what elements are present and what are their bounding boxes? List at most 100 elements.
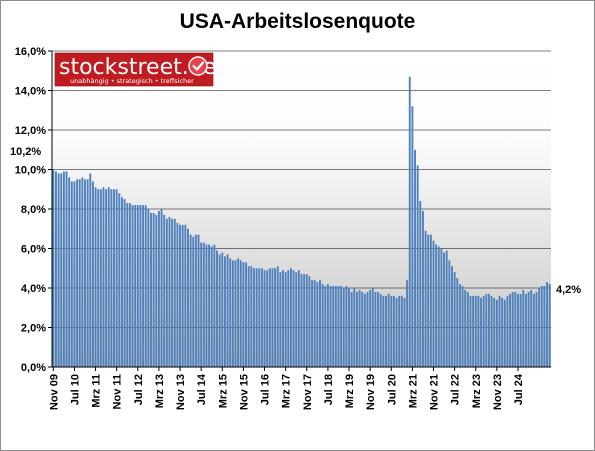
bar xyxy=(493,297,496,368)
bar xyxy=(250,266,253,367)
bar xyxy=(403,297,406,368)
bar xyxy=(472,295,475,367)
bar xyxy=(464,289,467,367)
bar xyxy=(216,250,218,367)
bar xyxy=(371,288,374,367)
bar xyxy=(395,297,398,368)
bar xyxy=(287,270,290,367)
y-axis: 0,0% 2,0% 4,0% 6,0% 8,0% 10,0% 12,0% 14,0% 16,0% xyxy=(15,46,52,374)
bar xyxy=(495,299,498,367)
bar xyxy=(168,216,171,367)
bar xyxy=(324,286,327,367)
bar xyxy=(432,240,435,367)
bar xyxy=(237,258,240,368)
bar xyxy=(242,262,245,367)
bar xyxy=(303,274,306,367)
bar xyxy=(55,171,57,367)
x-tick-label: Jul 12 xyxy=(133,374,145,405)
bar xyxy=(68,177,71,367)
bar xyxy=(316,282,319,367)
bar xyxy=(506,295,509,367)
bar xyxy=(276,266,279,367)
bar xyxy=(202,242,205,367)
bar xyxy=(229,258,232,368)
bar xyxy=(245,262,248,367)
logo-tagline: unabhängig • strategisch • treffsicher xyxy=(70,77,194,85)
bar xyxy=(509,293,512,367)
y-tick-label: 10,0% xyxy=(15,165,46,177)
annotation-last-value: 4,2% xyxy=(556,284,581,296)
bar xyxy=(535,291,538,367)
bar xyxy=(78,179,81,368)
bar xyxy=(501,297,504,368)
bar xyxy=(142,205,145,367)
bar xyxy=(258,268,261,367)
bar xyxy=(131,205,134,367)
bar xyxy=(282,270,284,367)
bar xyxy=(350,291,353,367)
bar xyxy=(400,295,403,367)
bar xyxy=(546,282,548,367)
bar xyxy=(448,260,451,367)
bar xyxy=(524,293,527,367)
x-tick-label: Mrz 17 xyxy=(281,374,293,408)
bar xyxy=(260,268,263,367)
bar xyxy=(99,189,102,367)
bar xyxy=(189,234,192,367)
bar xyxy=(416,165,419,367)
bar xyxy=(503,299,506,367)
bar xyxy=(253,268,255,367)
bar xyxy=(543,286,546,367)
bar xyxy=(532,293,535,367)
bar xyxy=(60,173,63,367)
x-tick-label: Mrz 11 xyxy=(91,374,103,408)
bar xyxy=(511,291,514,367)
bar xyxy=(134,205,137,367)
bar xyxy=(456,278,459,368)
bar xyxy=(255,268,258,367)
bar xyxy=(530,289,533,367)
bar xyxy=(213,244,216,367)
bar xyxy=(110,189,113,367)
bar xyxy=(65,171,68,367)
bar xyxy=(194,234,197,367)
chart-title: USA-Arbeitslosenquote xyxy=(179,10,416,33)
x-tick-label: Jul 16 xyxy=(260,374,272,405)
x-tick-label: Nov 23 xyxy=(492,374,504,410)
bar xyxy=(329,286,332,367)
bar xyxy=(113,189,115,367)
bar xyxy=(305,274,308,367)
bar xyxy=(522,289,525,367)
x-tick-label: Mrz 15 xyxy=(217,374,229,408)
bar xyxy=(155,214,158,367)
bar xyxy=(52,169,55,367)
bar xyxy=(136,205,139,367)
bar xyxy=(210,246,213,367)
bar xyxy=(469,295,472,367)
bar xyxy=(308,276,311,367)
bar xyxy=(419,201,422,367)
bar xyxy=(488,293,490,367)
bar xyxy=(128,203,131,367)
bar xyxy=(548,284,551,367)
bar xyxy=(81,177,84,367)
x-tick-label: Mrz 23 xyxy=(471,374,483,408)
bar xyxy=(358,289,361,367)
bar xyxy=(429,234,432,367)
bar xyxy=(205,244,208,367)
y-tick-label: 4,0% xyxy=(21,283,46,295)
bar xyxy=(369,289,372,367)
y-tick-label: 16,0% xyxy=(15,46,46,58)
bar xyxy=(197,234,200,367)
bar xyxy=(517,293,519,367)
bar xyxy=(223,256,226,367)
bar xyxy=(70,181,73,367)
bar xyxy=(84,179,86,368)
checkmark-circle-icon xyxy=(188,56,208,76)
bar xyxy=(218,254,221,367)
x-tick-label: Mrz 19 xyxy=(344,374,356,408)
bar xyxy=(377,291,380,367)
bar xyxy=(514,291,517,367)
bar xyxy=(519,293,522,367)
